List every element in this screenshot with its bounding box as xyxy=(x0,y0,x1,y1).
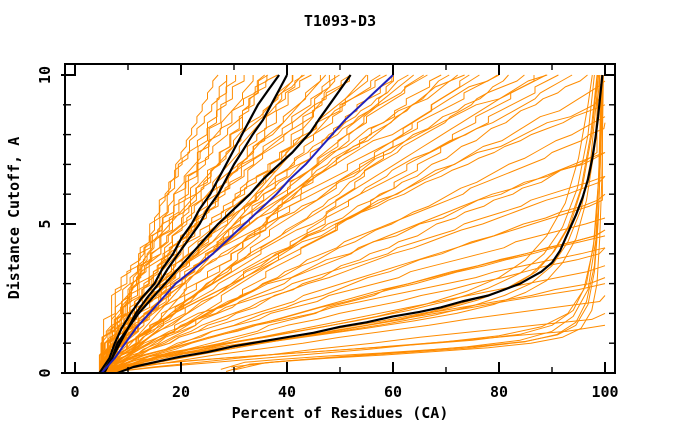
x-tick-label: 80 xyxy=(490,383,508,401)
model-curve xyxy=(101,229,606,373)
model-curve xyxy=(102,295,606,373)
model-curve xyxy=(98,75,254,373)
model-curve xyxy=(107,217,606,373)
model-curve xyxy=(107,193,606,373)
x-tick-label: 100 xyxy=(591,383,618,401)
model-curve xyxy=(109,247,606,373)
x-tick-label: 60 xyxy=(384,383,402,401)
x-axis-label: Percent of Residues (CA) xyxy=(232,404,449,422)
y-tick-label: 0 xyxy=(36,368,54,377)
model-curve xyxy=(103,75,394,373)
model-curve xyxy=(105,152,606,373)
band-above-black-5 xyxy=(117,74,595,369)
model-curve xyxy=(106,74,470,373)
model-curve xyxy=(101,74,312,373)
model-curve xyxy=(103,74,428,373)
band-above-black-3 xyxy=(114,74,598,371)
model-curve xyxy=(104,75,350,373)
model-curve xyxy=(104,75,321,373)
model-curves-layer xyxy=(98,74,606,373)
model-curve xyxy=(101,175,606,373)
black-model-3 xyxy=(103,74,352,373)
model-curve xyxy=(103,75,268,373)
model-curve xyxy=(102,74,547,373)
y-tick-label: 5 xyxy=(36,219,54,228)
model-curve xyxy=(99,75,294,373)
model-curve xyxy=(100,175,606,373)
band-above-black-6 xyxy=(111,74,593,372)
tick-labels-layer: 0 20 40 60 80 100 0 5 10 xyxy=(36,66,619,401)
y-tick-label: 10 xyxy=(36,66,54,84)
y-axis-label: Distance Cutoff, A xyxy=(5,137,23,300)
chart-title: T1093-D3 xyxy=(304,12,376,30)
model-curve xyxy=(103,247,606,373)
low-band-6 xyxy=(231,74,603,368)
model-curve xyxy=(101,80,606,373)
x-tick-label: 40 xyxy=(278,383,296,401)
model-curve xyxy=(105,74,509,373)
low-band-5 xyxy=(106,74,602,373)
black-model-1 xyxy=(98,74,280,373)
model-curve xyxy=(101,104,606,373)
model-curve xyxy=(101,74,459,373)
blue-reference-model xyxy=(100,74,394,373)
black-model-4 xyxy=(117,74,604,373)
model-curve xyxy=(102,75,535,373)
model-curve xyxy=(103,74,559,373)
x-tick-label: 20 xyxy=(172,383,190,401)
x-tick-label: 0 xyxy=(70,383,79,401)
axis-ticks-layer xyxy=(61,64,615,374)
model-curve xyxy=(104,74,588,373)
model-curve xyxy=(103,75,601,373)
model-curve xyxy=(105,74,498,373)
model-curve xyxy=(105,312,606,373)
model-curve xyxy=(101,75,336,373)
model-curve xyxy=(102,235,606,373)
model-curve xyxy=(102,74,278,373)
model-curve xyxy=(100,116,606,373)
